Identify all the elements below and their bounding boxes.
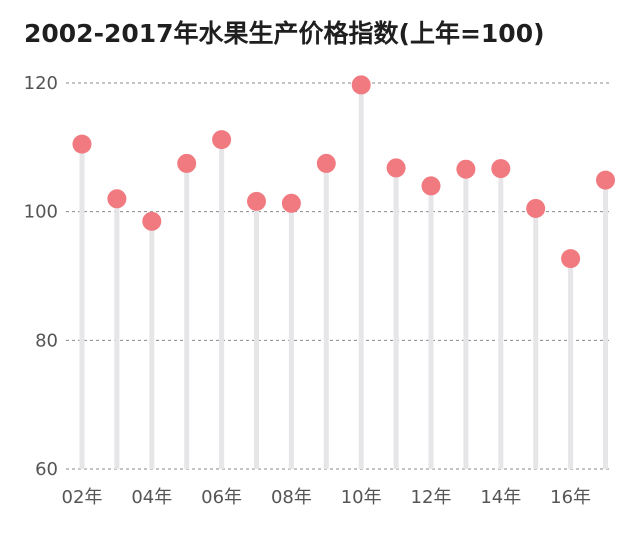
marker-2004: [142, 211, 162, 231]
stems: [79, 84, 608, 469]
gridlines: [66, 82, 612, 470]
markers: [72, 75, 615, 269]
marker-2013: [456, 159, 476, 179]
y-axis-ticks: 60 80 100 120: [24, 73, 58, 480]
chart-title: 2002-2017年水果生产价格指数(上年=100): [24, 19, 545, 48]
marker-2011: [386, 158, 406, 178]
marker-2008: [281, 193, 301, 213]
marker-2012: [421, 176, 441, 196]
x-tick-label-2016: 16年: [550, 487, 591, 508]
marker-2002: [72, 134, 92, 154]
marker-2009: [316, 153, 336, 173]
marker-2005: [177, 153, 197, 173]
marker-2016: [561, 249, 581, 269]
x-tick-label-2012: 12年: [411, 487, 452, 508]
x-tick-label-2014: 14年: [480, 487, 521, 508]
x-axis-ticks: 02年 04年 06年 08年 10年 12年 14年 16年: [62, 487, 592, 508]
marker-2006: [212, 130, 232, 150]
x-tick-label-2006: 06年: [201, 487, 242, 508]
marker-2010: [351, 75, 371, 95]
marker-2014: [491, 159, 511, 179]
y-tick-label-100: 100: [24, 202, 58, 223]
x-tick-label-2010: 10年: [341, 487, 382, 508]
marker-2017: [596, 170, 615, 190]
y-tick-label-80: 80: [35, 330, 58, 351]
x-tick-label-2002: 02年: [62, 487, 103, 508]
x-tick-label-2004: 04年: [131, 487, 172, 508]
y-tick-label-60: 60: [35, 459, 58, 480]
y-tick-label-120: 120: [24, 73, 58, 94]
x-tick-label-2008: 08年: [271, 487, 312, 508]
marker-2007: [247, 191, 266, 211]
marker-2015: [526, 198, 546, 218]
marker-2003: [107, 189, 127, 209]
